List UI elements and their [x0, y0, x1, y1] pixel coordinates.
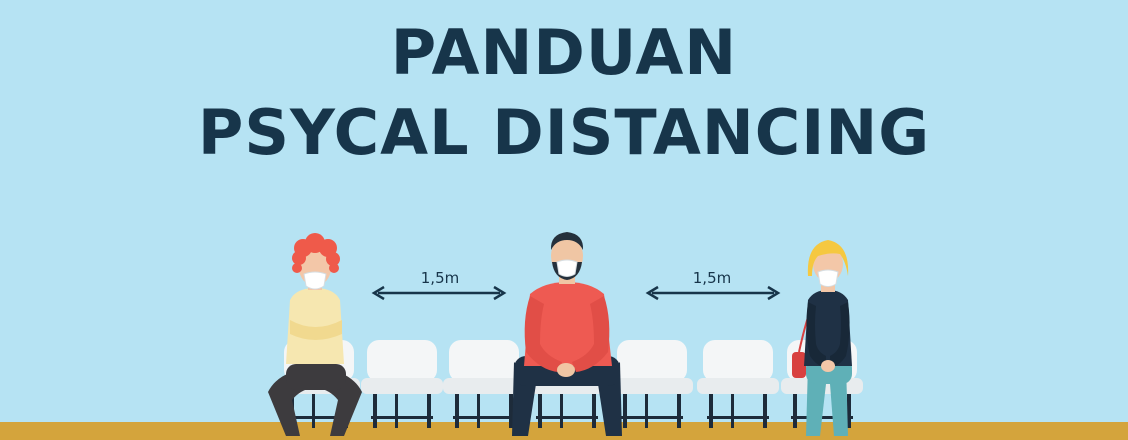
floor: [0, 422, 1128, 440]
person-right: [792, 240, 852, 436]
distance-label-2: 1,5m: [693, 269, 731, 287]
chair-5: [611, 340, 693, 428]
distance-arrow-1: 1,5m: [371, 269, 507, 301]
person-middle: [512, 232, 622, 436]
chair-2: [361, 340, 443, 428]
chair-6: [697, 340, 779, 428]
title-line-2: PSYCAL DISTANCING: [197, 96, 931, 169]
person-left: [268, 233, 362, 436]
distance-label-1: 1,5m: [421, 269, 459, 287]
distance-arrow-2: 1,5m: [645, 269, 781, 301]
title-line-1: PANDUAN: [390, 16, 738, 89]
